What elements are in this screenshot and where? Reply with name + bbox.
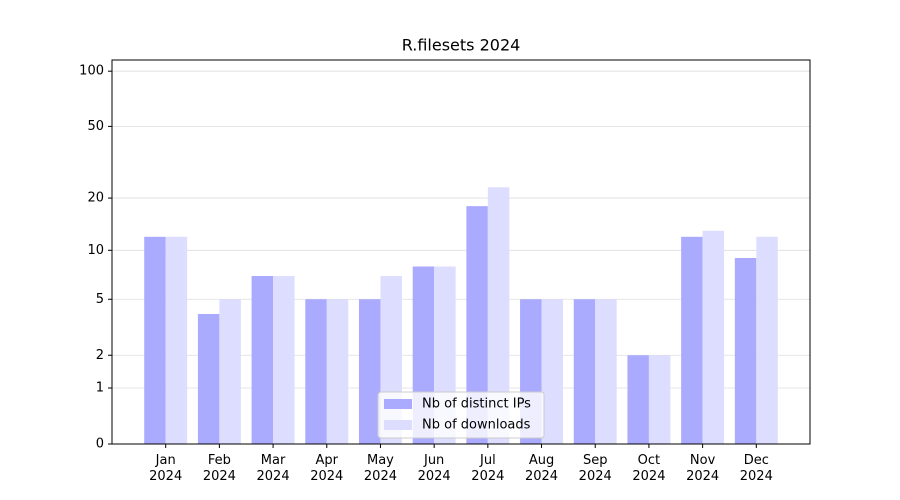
bar (573, 299, 596, 444)
bar (734, 257, 757, 444)
bar (273, 276, 295, 444)
legend-box (377, 391, 545, 439)
bar (144, 236, 166, 444)
legend-swatch (384, 399, 412, 409)
y-tick-label: 100 (79, 64, 104, 79)
y-tick-label: 2 (96, 348, 104, 363)
x-tick-label: Nov 2024 (686, 453, 720, 484)
bar (595, 299, 617, 444)
x-tick-label: Jan 2024 (149, 453, 183, 484)
y-tick-label: 20 (87, 191, 104, 206)
bar (541, 299, 564, 444)
legend-label: Nb of downloads (422, 418, 531, 433)
x-tick-label: Jul 2024 (471, 453, 505, 484)
x-tick-label: Jun 2024 (417, 453, 451, 484)
x-tick-label: Mar 2024 (256, 453, 290, 484)
bar (648, 355, 671, 444)
y-tick-label: 50 (87, 119, 104, 134)
bar (326, 299, 349, 444)
bar (487, 187, 510, 444)
legend-label: Nb of distinct IPs (422, 397, 531, 412)
bar (358, 299, 381, 444)
x-tick-label: Oct 2024 (632, 453, 666, 484)
x-tick-label: Apr 2024 (310, 453, 344, 484)
x-tick-label: Aug 2024 (524, 453, 559, 484)
bar (305, 299, 327, 444)
y-tick-label: 0 (96, 437, 104, 452)
y-tick-label: 5 (96, 292, 104, 307)
x-tick-label: Dec 2024 (739, 453, 773, 484)
bar (681, 236, 703, 444)
x-tick-label: Feb 2024 (202, 453, 236, 484)
bar (466, 206, 488, 444)
bar (197, 313, 220, 444)
axes-frame (111, 59, 811, 445)
chart-title: R.filesets 2024 (402, 36, 521, 55)
y-tick-label: 10 (87, 243, 104, 258)
legend-swatch (384, 420, 412, 430)
bar (219, 299, 241, 444)
bar (627, 355, 649, 444)
x-tick-label: Sep 2024 (578, 453, 612, 484)
y-tick-label: 1 (96, 381, 104, 396)
bar (756, 236, 778, 444)
bar (165, 236, 188, 444)
x-tick-label: May 2024 (363, 453, 397, 484)
bar (251, 276, 274, 444)
legend: Nb of distinct IPs Nb of downloads (377, 391, 545, 439)
bar (702, 230, 725, 444)
